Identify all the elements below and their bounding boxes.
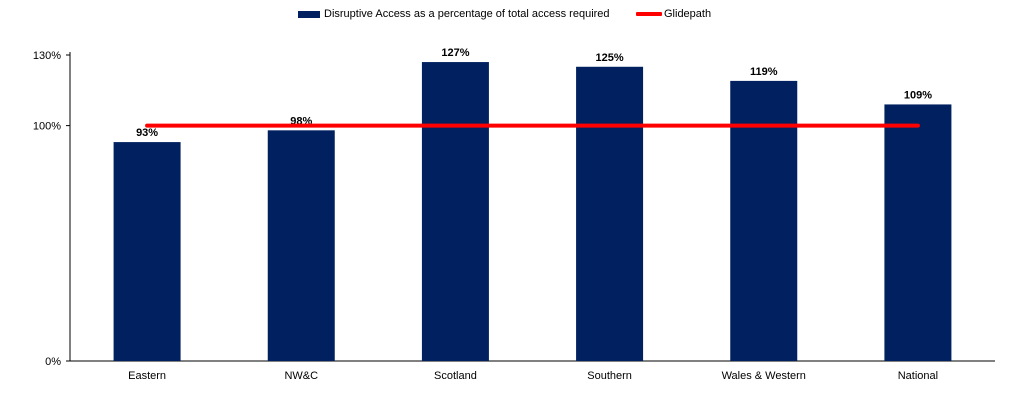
bar-data-label: 119% [750,66,778,78]
bar [113,142,181,361]
legend-label-glidepath: Glidepath [664,8,712,20]
y-tick-label: 130% [33,50,61,62]
legend-swatch-line [636,12,662,16]
bar [267,130,335,361]
x-tick-label: NW&C [284,370,318,382]
bar [884,104,952,361]
bar-data-label: 127% [441,47,469,59]
x-tick-label: Southern [587,370,632,382]
x-tick-label: Scotland [434,370,477,382]
legend-item-disruptive-access: Disruptive Access as a percentage of tot… [298,8,610,20]
x-tick-label: National [898,370,938,382]
legend-swatch-bar [298,10,320,18]
bar-data-label: 125% [596,52,624,64]
x-tick-label: Wales & Western [722,370,806,382]
legend-item-glidepath: Glidepath [636,8,711,20]
chart-legend: Disruptive Access as a percentage of tot… [0,8,1016,24]
x-tick-label: Eastern [128,370,166,382]
y-tick-label: 0% [45,356,61,368]
legend-label-disruptive-access: Disruptive Access as a percentage of tot… [324,8,610,20]
bar-data-label: 93% [136,127,158,139]
y-tick-label: 100% [33,121,61,133]
bar [421,62,489,362]
bar-data-label: 109% [904,89,932,101]
bar [576,66,644,362]
bar [730,80,798,362]
